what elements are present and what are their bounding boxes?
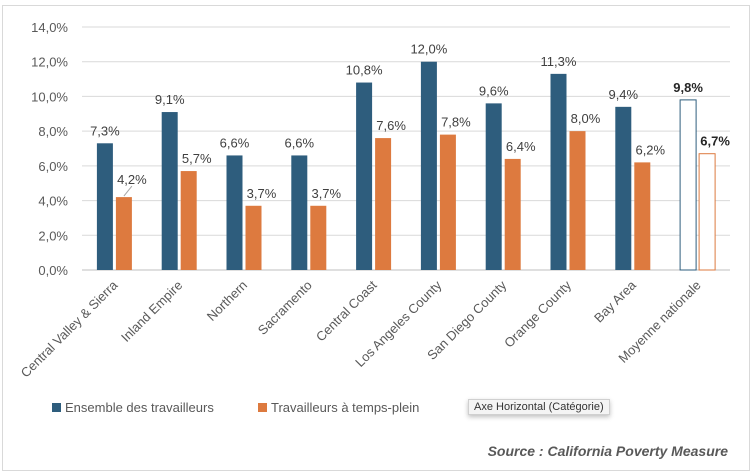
y-tick-label: 0,0% [38, 263, 68, 278]
leader-line [123, 185, 133, 197]
legend-label: Travailleurs à temps-plein [271, 400, 419, 415]
bar-all-workers [485, 103, 502, 270]
bar-all-workers [96, 143, 113, 270]
tooltip: Axe Horizontal (Catégorie) [468, 399, 610, 415]
bar-full-time [310, 205, 327, 270]
bar-all-workers [420, 61, 437, 270]
legend-label: Ensemble des travailleurs [65, 400, 214, 415]
x-tick-label: Sacramento [255, 278, 315, 338]
data-label: 6,6% [220, 135, 250, 150]
data-label: 4,2% [117, 172, 147, 187]
data-label: 9,6% [479, 83, 509, 98]
x-tick-label: Northern [204, 278, 250, 324]
x-tick-label: Inland Empire [118, 278, 185, 345]
y-tick-label: 12,0% [31, 55, 68, 70]
bar-full-time [180, 171, 197, 270]
bar-full-time [634, 162, 651, 270]
y-tick-label: 8,0% [38, 124, 68, 139]
data-label: 10,8% [346, 63, 383, 78]
bar-all-workers [161, 112, 178, 270]
data-label: 6,4% [506, 139, 536, 154]
data-label: 7,8% [441, 115, 471, 130]
bar-full-time [698, 153, 716, 271]
bar-full-time [439, 134, 456, 270]
data-label: 9,1% [155, 92, 185, 107]
bar-all-workers [356, 82, 373, 271]
x-tick-label: Central Coast [313, 277, 380, 344]
x-tick-label: Orange County [501, 277, 574, 350]
data-label: 7,3% [90, 123, 120, 138]
y-tick-label: 2,0% [38, 228, 68, 243]
y-tick-label: 4,0% [38, 194, 68, 209]
bar-full-time [115, 197, 132, 270]
data-label: 11,3% [541, 54, 577, 69]
bar-all-workers [291, 155, 308, 270]
bar-all-workers [550, 73, 567, 270]
chart-frame [2, 5, 750, 471]
data-label: 8,0% [571, 111, 601, 126]
data-label: 7,6% [376, 118, 406, 133]
bar-all-workers [615, 106, 632, 270]
data-label: 5,7% [182, 151, 212, 166]
source-note: Source : California Poverty Measure [487, 443, 728, 459]
bar-full-time [569, 131, 586, 270]
bar-all-workers [679, 99, 697, 271]
data-label: 9,4% [608, 87, 638, 102]
bar-all-workers [226, 155, 243, 270]
y-tick-label: 6,0% [38, 159, 68, 174]
bar-full-time [504, 158, 521, 270]
y-tick-label: 14,0% [31, 20, 68, 35]
bar-full-time [375, 138, 392, 270]
x-tick-label: Bay Area [591, 277, 639, 325]
x-tick-label: Central Valley & Sierra [18, 277, 121, 380]
data-label: 12,0% [410, 42, 447, 57]
legend-swatch [258, 403, 267, 412]
y-tick-label: 10,0% [31, 89, 68, 104]
data-label: 6,6% [284, 135, 314, 150]
legend-swatch [52, 403, 61, 412]
bar-full-time [245, 205, 262, 270]
data-label: 3,7% [311, 186, 341, 201]
data-label: 6,7% [700, 134, 730, 149]
data-label: 6,2% [635, 142, 665, 157]
data-label: 9,8% [673, 80, 703, 95]
data-label: 3,7% [247, 186, 277, 201]
